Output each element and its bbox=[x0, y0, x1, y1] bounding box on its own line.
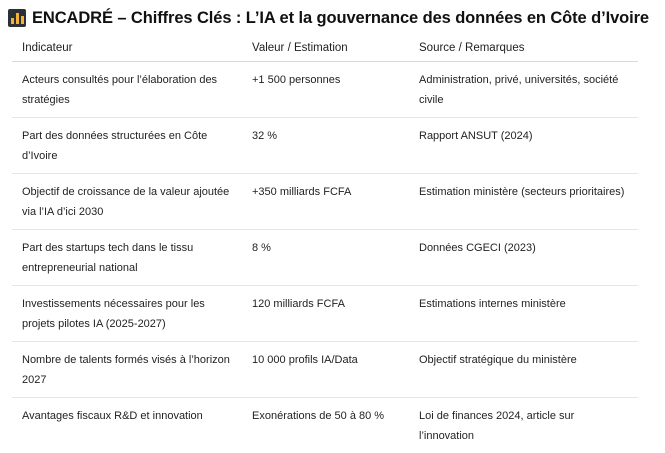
cell-valeur: +350 milliards FCFA bbox=[242, 174, 409, 230]
table-row: Objectif de croissance de la valeur ajou… bbox=[12, 174, 638, 230]
key-figures-table: Indicateur Valeur / Estimation Source / … bbox=[12, 34, 638, 453]
bar-chart-icon bbox=[8, 9, 26, 27]
cell-valeur: 120 milliards FCFA bbox=[242, 286, 409, 342]
cell-valeur: 32 % bbox=[242, 118, 409, 174]
cell-valeur: +1 500 personnes bbox=[242, 62, 409, 118]
cell-valeur: Exonérations de 50 à 80 % bbox=[242, 398, 409, 453]
table-row: Avantages fiscaux R&D et innovation Exon… bbox=[12, 398, 638, 453]
table-row: Nombre de talents formés visés à l’horiz… bbox=[12, 342, 638, 398]
cell-source: Administration, privé, universités, soci… bbox=[409, 62, 638, 118]
table-row: Part des données structurées en Côte d’I… bbox=[12, 118, 638, 174]
table-row: Acteurs consultés pour l’élaboration des… bbox=[12, 62, 638, 118]
cell-indicateur: Avantages fiscaux R&D et innovation bbox=[12, 398, 242, 453]
cell-source: Estimations internes ministère bbox=[409, 286, 638, 342]
cell-source: Données CGECI (2023) bbox=[409, 230, 638, 286]
cell-source: Rapport ANSUT (2024) bbox=[409, 118, 638, 174]
cell-source: Estimation ministère (secteurs prioritai… bbox=[409, 174, 638, 230]
table-row: Part des startups tech dans le tissu ent… bbox=[12, 230, 638, 286]
cell-indicateur: Acteurs consultés pour l’élaboration des… bbox=[12, 62, 242, 118]
encadre-title: ENCADRÉ – Chiffres Clés : L’IA et la gou… bbox=[8, 6, 649, 30]
header-source: Source / Remarques bbox=[409, 34, 638, 62]
cell-indicateur: Part des startups tech dans le tissu ent… bbox=[12, 230, 242, 286]
cell-indicateur: Objectif de croissance de la valeur ajou… bbox=[12, 174, 242, 230]
cell-indicateur: Part des données structurées en Côte d’I… bbox=[12, 118, 242, 174]
cell-source: Objectif stratégique du ministère bbox=[409, 342, 638, 398]
cell-valeur: 10 000 profils IA/Data bbox=[242, 342, 409, 398]
cell-indicateur: Nombre de talents formés visés à l’horiz… bbox=[12, 342, 242, 398]
cell-valeur: 8 % bbox=[242, 230, 409, 286]
cell-indicateur: Investissements nécessaires pour les pro… bbox=[12, 286, 242, 342]
title-text: ENCADRÉ – Chiffres Clés : L’IA et la gou… bbox=[32, 9, 649, 28]
table-row: Investissements nécessaires pour les pro… bbox=[12, 286, 638, 342]
header-valeur: Valeur / Estimation bbox=[242, 34, 409, 62]
cell-source: Loi de finances 2024, article sur l’inno… bbox=[409, 398, 638, 453]
header-indicateur: Indicateur bbox=[12, 34, 242, 62]
table-header-row: Indicateur Valeur / Estimation Source / … bbox=[12, 34, 638, 62]
